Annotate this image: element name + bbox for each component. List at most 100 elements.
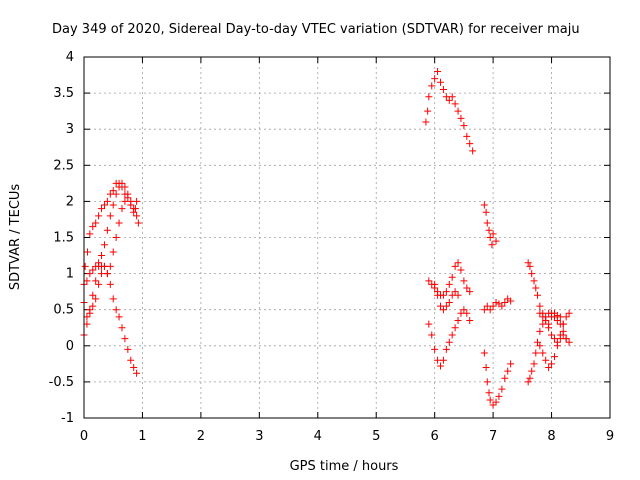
data-point <box>89 223 97 231</box>
data-point <box>112 306 120 314</box>
data-point <box>454 107 462 115</box>
data-point <box>565 309 573 317</box>
data-point <box>103 226 111 234</box>
y-axis-label: SDTVAR / TECUs <box>8 184 23 291</box>
y-tick-label: 0.5 <box>53 303 74 318</box>
data-point <box>112 234 120 241</box>
data-point <box>454 317 462 325</box>
y-tick-label: 1.5 <box>53 231 74 246</box>
series-arc-o <box>536 309 567 328</box>
data-point <box>133 212 141 220</box>
data-point <box>437 78 445 86</box>
data-point <box>442 288 450 296</box>
data-point <box>483 302 491 310</box>
y-tick-label: 2.5 <box>53 158 74 173</box>
data-point <box>463 132 471 140</box>
data-point <box>130 208 138 216</box>
data-point <box>507 297 515 305</box>
data-point <box>548 331 556 339</box>
data-point <box>489 230 497 238</box>
data-point <box>504 367 512 375</box>
data-point <box>448 93 456 101</box>
data-point <box>95 259 103 267</box>
x-tick-label: 9 <box>606 429 614 444</box>
x-tick-label: 5 <box>372 429 380 444</box>
data-point <box>489 401 497 409</box>
x-tick-label: 8 <box>547 429 555 444</box>
data-point <box>445 298 453 306</box>
data-point <box>460 122 468 130</box>
data-point <box>526 262 534 270</box>
data-point <box>100 201 108 209</box>
y-tick-label: 4 <box>66 50 74 65</box>
data-point <box>460 277 468 285</box>
data-point <box>448 273 456 281</box>
data-point <box>131 205 139 213</box>
data-point <box>106 280 114 288</box>
data-point <box>565 338 573 346</box>
data-point <box>532 349 540 357</box>
data-point <box>127 201 135 209</box>
data-point <box>106 190 114 198</box>
data-point <box>86 270 94 278</box>
data-point <box>466 140 474 148</box>
data-point <box>431 75 439 83</box>
data-point <box>486 306 494 314</box>
data-point <box>469 147 477 155</box>
data-point <box>492 398 500 406</box>
data-point <box>454 259 462 267</box>
data-point <box>115 219 123 227</box>
data-point <box>507 360 515 368</box>
data-point <box>451 262 459 270</box>
data-point <box>118 183 126 191</box>
data-point <box>501 374 509 382</box>
data-point <box>121 197 129 205</box>
data-point <box>437 362 445 370</box>
data-point <box>89 291 97 299</box>
data-point <box>83 320 91 328</box>
data-point <box>542 356 550 364</box>
data-point <box>451 288 459 296</box>
series-arc-e <box>422 67 477 155</box>
data-point <box>445 280 453 288</box>
x-tick-label: 7 <box>489 429 497 444</box>
y-tick-label: 2 <box>66 194 74 209</box>
y-tick-label: -0.5 <box>49 375 74 390</box>
series-arc-b <box>81 179 129 270</box>
data-point <box>434 67 442 75</box>
series-arc-g <box>425 306 474 370</box>
x-tick-label: 3 <box>255 429 263 444</box>
data-point <box>524 378 532 386</box>
data-point <box>442 345 450 353</box>
x-axis-ticks: 0 1 2 3 4 5 6 7 8 9 <box>80 57 614 444</box>
data-point <box>480 306 488 314</box>
data-point <box>98 252 106 260</box>
data-point <box>92 262 100 270</box>
data-point <box>539 320 547 328</box>
data-point <box>109 187 117 195</box>
chart-title: Day 349 of 2020, Sidereal Day-to-day VTE… <box>52 22 580 37</box>
data-point <box>83 313 91 321</box>
data-point <box>98 270 106 278</box>
data-point <box>100 262 108 270</box>
data-point <box>434 356 442 364</box>
series-arc-h <box>431 280 462 314</box>
data-point <box>84 248 92 256</box>
data-point <box>134 219 142 227</box>
x-tick-label: 0 <box>80 429 88 444</box>
data-point <box>115 179 123 187</box>
data-point <box>480 201 488 209</box>
data-point <box>98 205 106 213</box>
data-point <box>495 392 503 400</box>
data-point <box>451 100 459 108</box>
data-point <box>437 302 445 310</box>
data-point <box>103 270 111 278</box>
series-arc-f <box>425 259 474 299</box>
data-point <box>124 194 132 202</box>
data-point <box>528 270 536 278</box>
x-tick-label: 4 <box>314 429 322 444</box>
data-point <box>483 378 491 386</box>
data-point <box>548 313 556 321</box>
data-point <box>103 197 111 205</box>
data-point <box>442 302 450 310</box>
